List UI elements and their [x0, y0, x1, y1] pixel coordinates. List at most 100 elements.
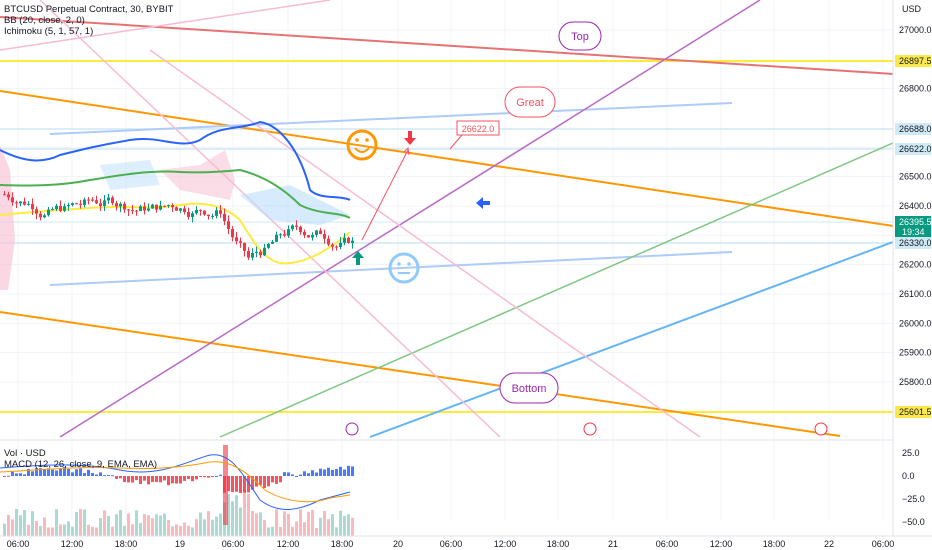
volume-spike-bar — [223, 445, 228, 525]
volume-bar — [179, 525, 182, 536]
volume-bar — [343, 515, 346, 536]
bottom-callout-text: Bottom — [512, 383, 547, 395]
price-label-rect — [456, 120, 500, 136]
macd-histogram-bar — [231, 476, 234, 492]
macd-histogram-bar — [227, 476, 230, 492]
neutral-face-eye — [407, 262, 411, 266]
candle-body — [19, 201, 22, 204]
volume-bar — [47, 527, 50, 536]
macd-histogram-bar — [295, 475, 298, 477]
macd-histogram-bar — [187, 476, 190, 480]
candle-body — [223, 213, 226, 222]
bb-indicator-line[interactable]: BB (20, close, 2, 0) — [4, 15, 85, 26]
macd-histogram-bar — [215, 475, 218, 477]
volume-bar — [143, 514, 146, 536]
volume-bar — [183, 522, 186, 536]
macd-histogram-bar — [283, 472, 286, 476]
neutral-face-outline — [388, 252, 420, 284]
candle-body — [191, 213, 194, 217]
time-tick-label: 21 — [608, 539, 618, 549]
volume-bar — [203, 519, 206, 536]
macd-histogram-bar — [151, 476, 154, 482]
macd-histogram-bar — [7, 475, 10, 477]
candle-body — [319, 230, 322, 235]
macd-histogram-bar — [27, 468, 30, 476]
candle-body — [311, 234, 314, 238]
volume-bar — [63, 524, 66, 536]
candle-body — [163, 205, 166, 207]
price-axis-bg — [893, 0, 932, 550]
cloud-segment — [240, 185, 350, 225]
projection-arrowhead — [403, 146, 410, 156]
macd-histogram-bar — [291, 474, 294, 476]
volume-indicator-line[interactable]: Vol · USD — [4, 448, 46, 459]
macd-histogram-bar — [191, 476, 194, 482]
macd-histogram-bar — [59, 468, 62, 476]
neutral-face-icon — [388, 252, 420, 284]
candle-body — [75, 203, 78, 205]
macd-histogram-bar — [11, 471, 14, 476]
volume-bar — [347, 514, 350, 536]
macd-histogram-bar — [315, 472, 318, 476]
candle-body — [183, 208, 186, 213]
time-tick-label: 22 — [824, 539, 834, 549]
candle-body — [15, 202, 18, 204]
volume-bar — [283, 511, 286, 536]
macd-histogram-bar — [271, 476, 274, 483]
volume-bar — [107, 516, 110, 536]
candle-body — [211, 215, 214, 217]
drawings — [0, 0, 894, 438]
candle-body — [255, 251, 258, 253]
candle-body — [127, 209, 130, 211]
pink-line-2 — [149, 49, 701, 438]
volume-bar — [55, 509, 58, 536]
macd-indicator-line[interactable]: MACD (12, 26, close, 9, EMA, EMA) — [4, 459, 158, 470]
macd-histogram-bar — [279, 476, 282, 483]
volume-bar — [27, 524, 30, 536]
volume-bar — [199, 512, 202, 536]
candle-body — [271, 241, 274, 244]
volume-bar — [71, 526, 74, 536]
candle-body — [107, 197, 110, 201]
top-callout-bubble — [558, 21, 602, 51]
candle-body — [251, 252, 254, 258]
volume-bar — [3, 523, 6, 536]
price-tag-label: 26897.5 — [899, 56, 932, 66]
candle-body — [123, 203, 126, 210]
macd-histogram-bar — [251, 476, 254, 490]
time-tick-label: 06:00 — [440, 539, 463, 549]
macd-histogram-bar — [335, 469, 338, 476]
great-callout: Great — [504, 86, 556, 118]
macd-histogram-bar — [351, 466, 354, 476]
ichimoku-cloud — [0, 145, 350, 290]
ichimoku-indicator-line[interactable]: Ichimoku (5, 1, 57, 1) — [4, 26, 94, 37]
candle-body — [95, 200, 98, 204]
candle-body — [27, 203, 30, 205]
top-callout-text: Top — [571, 31, 589, 43]
candle-body — [3, 194, 6, 196]
macd-histogram-bar — [103, 475, 106, 477]
time-tick-label: 18:00 — [115, 539, 138, 549]
symbol-line[interactable]: BTCUSD Perpetual Contract, 30, BYBIT — [4, 4, 174, 15]
happy-face-eye — [365, 138, 369, 142]
volume-bar — [23, 510, 26, 536]
orange-trend-line-lower — [0, 311, 841, 437]
price-tick-label: 26400.0 — [899, 201, 932, 211]
macd-histogram-bar — [247, 476, 250, 493]
price-axis: USD27000.026800.026600.026500.026400.026… — [892, 0, 932, 550]
macd-histogram-bar — [299, 474, 302, 476]
macd-histogram-bar — [303, 471, 306, 476]
price-tick-label: 26800.0 — [899, 84, 932, 94]
volume-bar — [127, 513, 130, 536]
candle-body — [335, 246, 338, 248]
price-tick-label: 27000.0 — [899, 25, 932, 35]
macd-histogram-bar — [311, 470, 314, 476]
candle-body — [119, 203, 122, 207]
candle-body — [231, 228, 234, 238]
volume-bar — [251, 510, 254, 536]
volume-bar — [211, 519, 214, 536]
volume-bar — [115, 514, 118, 536]
candle-body — [7, 194, 10, 198]
candle-body — [287, 229, 290, 236]
